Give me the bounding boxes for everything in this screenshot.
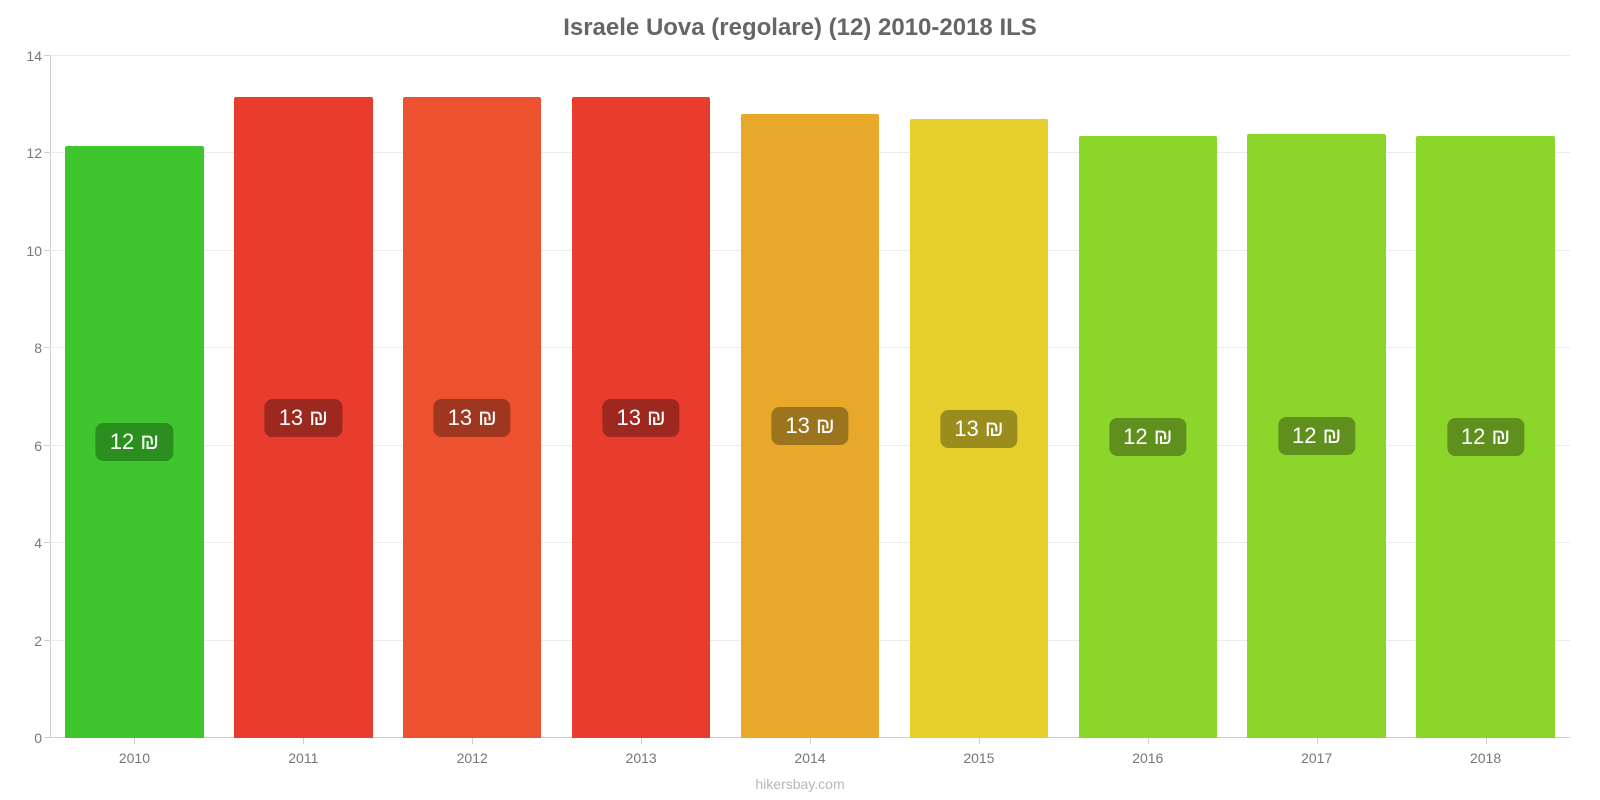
x-tick-mark [810,738,811,744]
bar: 13 ₪ [741,114,879,738]
x-tick-label: 2013 [626,750,657,766]
x-tick-mark [1486,738,1487,744]
attribution-text: hikersbay.com [0,776,1600,792]
bar-value-label: 13 ₪ [602,399,679,437]
x-tick-label: 2010 [119,750,150,766]
y-tick-label: 0 [10,730,42,746]
x-tick-label: 2018 [1470,750,1501,766]
bar-slot: 13 ₪2012 [388,56,557,738]
bar-value-label: 13 ₪ [434,399,511,437]
bar: 13 ₪ [572,97,710,738]
x-tick-label: 2017 [1301,750,1332,766]
x-tick-mark [303,738,304,744]
x-tick-mark [472,738,473,744]
x-tick-mark [1148,738,1149,744]
bar-value-label: 13 ₪ [265,399,342,437]
plot-area: 02468101214 12 ₪201013 ₪201113 ₪201213 ₪… [50,56,1570,738]
x-tick-label: 2011 [288,750,318,766]
bar-value-label: 13 ₪ [771,407,848,445]
x-tick-mark [641,738,642,744]
bar: 13 ₪ [234,97,372,738]
y-tick-label: 12 [10,145,42,161]
bars-container: 12 ₪201013 ₪201113 ₪201213 ₪201313 ₪2014… [50,56,1570,738]
bar: 13 ₪ [910,119,1048,738]
x-tick-label: 2012 [457,750,488,766]
bar-slot: 13 ₪2011 [219,56,388,738]
bar-slot: 12 ₪2016 [1063,56,1232,738]
y-tick-label: 4 [10,535,42,551]
x-tick-label: 2015 [963,750,994,766]
bar-value-label: 12 ₪ [1109,418,1186,456]
bar: 12 ₪ [65,146,203,738]
y-tick-label: 2 [10,633,42,649]
y-tick-label: 14 [10,48,42,64]
bar-value-label: 12 ₪ [96,423,173,461]
bar-slot: 13 ₪2013 [557,56,726,738]
x-tick-label: 2016 [1132,750,1163,766]
bar-slot: 13 ₪2014 [726,56,895,738]
bar-slot: 12 ₪2018 [1401,56,1570,738]
y-tick-label: 8 [10,340,42,356]
x-tick-mark [979,738,980,744]
x-tick-label: 2014 [794,750,825,766]
bar-value-label: 12 ₪ [1278,417,1355,455]
price-chart: Israele Uova (regolare) (12) 2010-2018 I… [0,0,1600,800]
y-tick-label: 10 [10,243,42,259]
y-tick-label: 6 [10,438,42,454]
bar: 13 ₪ [403,97,541,738]
bar-slot: 12 ₪2017 [1232,56,1401,738]
bar: 12 ₪ [1416,136,1554,738]
bar-slot: 13 ₪2015 [894,56,1063,738]
bar: 12 ₪ [1079,136,1217,738]
chart-title: Israele Uova (regolare) (12) 2010-2018 I… [0,0,1600,46]
bar-slot: 12 ₪2010 [50,56,219,738]
bar: 12 ₪ [1247,134,1385,738]
bar-value-label: 13 ₪ [940,410,1017,448]
bar-value-label: 12 ₪ [1447,418,1524,456]
x-tick-mark [1317,738,1318,744]
x-tick-mark [134,738,135,744]
